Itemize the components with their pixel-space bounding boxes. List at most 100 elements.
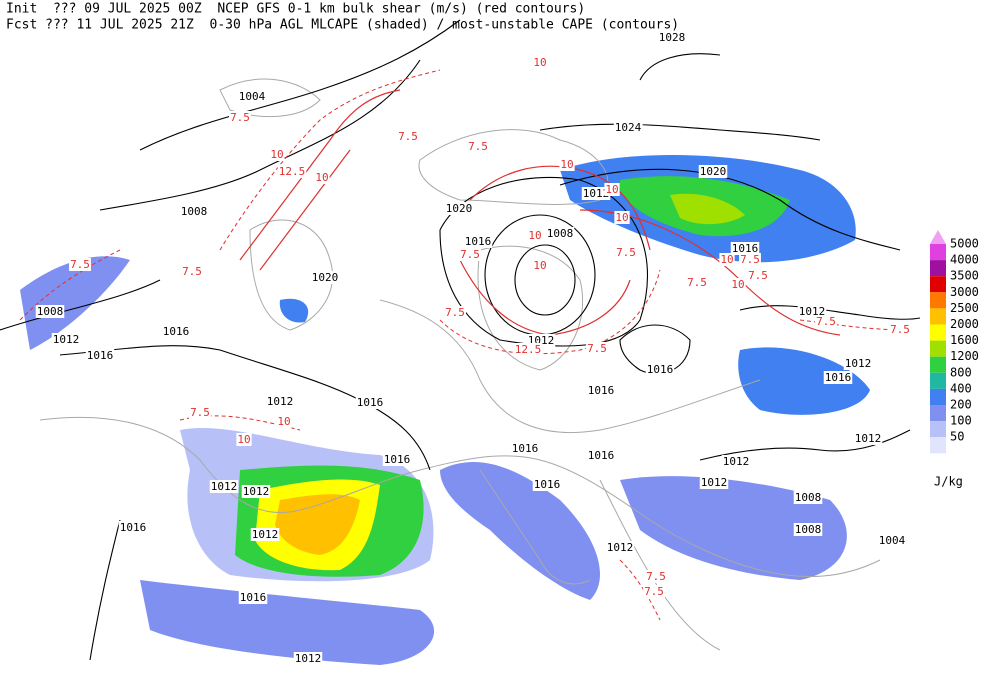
isobar-label: 1012 [701,476,728,489]
label-background [877,534,907,547]
isobar-label: 1016 [588,449,615,462]
isobar-label: 1004 [239,90,266,103]
label-background [463,235,493,248]
isobar-label: 1016 [120,521,147,534]
isobar-label: 1016 [163,325,190,338]
label-background [189,406,211,419]
colorbar-swatch [930,340,946,357]
isobar-label: 1012 [211,480,238,493]
shear-label: 7.5 [740,253,760,266]
shear-label: 7.5 [816,315,836,328]
header-line: Init ??? 09 JUL 2025 00Z NCEP GFS 0-1 km… [6,2,585,17]
label-background [314,171,330,184]
isobar-label: 1016 [465,235,492,248]
colorbar: 5000 4000 3500 3000 2500 2000 1600 1200 800 400 20… [930,230,979,454]
isobar-label: 1012 [845,357,872,370]
label-background [250,528,280,541]
label-background [614,211,630,224]
isobar-label: 1004 [879,534,906,547]
colorbar-label: 800 [950,365,972,379]
label-background [686,276,708,289]
label-background [793,523,823,536]
label-background [586,342,608,355]
shear-label: 10 [315,171,328,184]
colorbar-swatch [930,437,946,454]
label-background [797,305,827,318]
colorbar-swatch [930,260,946,277]
label-background [645,570,667,583]
label-background [823,371,853,384]
label-background [853,432,883,445]
label-background [269,148,285,161]
isobar-label: 1016 [357,396,384,409]
shear-label: 7.5 [398,130,418,143]
shear-label: 12.5 [279,165,306,178]
label-background [586,384,616,397]
colorbar-label: 1600 [950,333,979,347]
isobar-label: 1008 [547,227,574,240]
isobar-label: 1012 [243,485,270,498]
label-background [581,187,611,200]
isobar-label: 1008 [181,205,208,218]
label-background [657,31,687,44]
colorbar-label: 200 [950,398,972,412]
colorbar-swatch [930,292,946,309]
label-background [444,202,474,215]
isobars [0,19,921,661]
label-background [643,585,665,598]
shear-label: 7.5 [190,406,210,419]
label-background [615,246,637,259]
shear-label: 10 [528,229,541,242]
isobar-label: 1016 [240,591,267,604]
label-background [467,140,489,153]
label-background [721,455,751,468]
isobar-label: 1016 [534,478,561,491]
isobar-label: 1012 [295,652,322,665]
isobar-label: 1016 [825,371,852,384]
label-background [586,449,616,462]
shear-label: 10 [277,415,290,428]
label-background [532,56,548,69]
shear-label: 12.5 [515,343,542,356]
colorbar-swatch [930,308,946,325]
label-background [229,111,251,124]
label-background [532,259,548,272]
shear-label: 10 [731,278,744,291]
shear-label: 7.5 [687,276,707,289]
colorbar-label: 5000 [950,237,979,251]
colorbar-swatch [930,324,946,341]
label-background [545,227,575,240]
label-background [793,491,823,504]
label-background [699,476,729,489]
label-background [605,541,635,554]
shear-label: 10 [237,433,250,446]
label-background [181,265,203,278]
isobar-label: 1008 [37,305,64,318]
label-background [444,306,466,319]
label-background [69,258,91,271]
shear-label: 10 [533,56,546,69]
colorbar-label: 2000 [950,317,979,331]
isobar-label: 1012 [799,305,826,318]
isobar-label: 1020 [446,202,473,215]
label-background [241,485,271,498]
isobar-label: 1008 [795,491,822,504]
shear-label: 7.5 [445,306,465,319]
colorbar-cap [930,230,946,244]
isobar-label: 1012 [53,333,80,346]
label-background [739,253,761,266]
label-background [459,248,481,261]
label-background [719,253,735,266]
label-background [559,158,575,171]
label-background [532,478,562,491]
label-background [118,521,148,534]
label-background [209,480,239,493]
isobar-label: 1008 [795,523,822,536]
colorbar-label: 4000 [950,253,979,267]
label-background [645,363,675,376]
label-background [293,652,323,665]
isobar-label: 1012 [855,432,882,445]
colorbar-unit: J/kg [934,475,963,489]
label-background [382,453,412,466]
